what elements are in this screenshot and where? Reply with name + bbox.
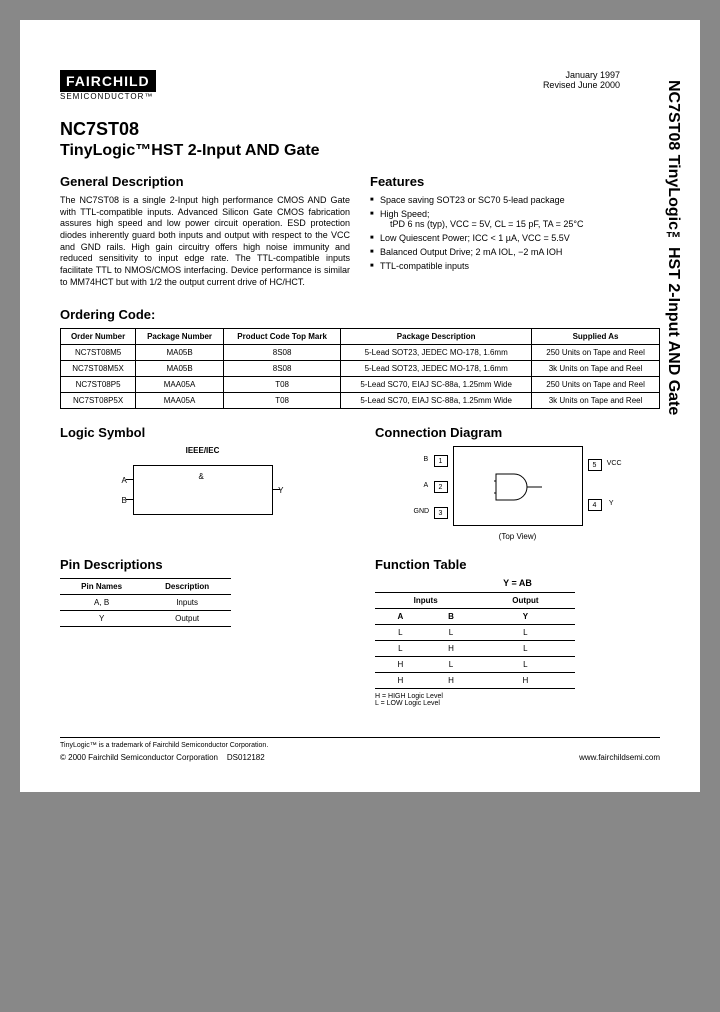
ordering-title: Ordering Code: bbox=[60, 307, 660, 322]
function-table-section: Function Table Y = AB InputsOutput ABY L… bbox=[375, 557, 660, 707]
pin: 5 bbox=[588, 459, 602, 471]
docid: DS012182 bbox=[227, 753, 265, 762]
gen-desc-text: The NC7ST08 is a single 2-Input high per… bbox=[60, 195, 350, 289]
connection-diagram-section: Connection Diagram 1 B 2 A 3 GND 5 VCC 4… bbox=[375, 425, 660, 541]
logo: FAIRCHILD SEMICONDUCTOR™ bbox=[60, 70, 156, 101]
pindesc-title: Pin Descriptions bbox=[60, 557, 345, 572]
date-revised: Revised June 2000 bbox=[543, 80, 620, 90]
logic-symbol-section: Logic Symbol IEEE/IEC A B & Y bbox=[60, 425, 345, 541]
side-title: NC7ST08 TinyLogic™HST 2-Input AND Gate bbox=[664, 80, 682, 415]
conn-title: Connection Diagram bbox=[375, 425, 660, 440]
gen-desc-title: General Description bbox=[60, 174, 350, 189]
logic-title: Logic Symbol bbox=[60, 425, 345, 440]
connection-diagram: 1 B 2 A 3 GND 5 VCC 4 Y bbox=[453, 446, 583, 526]
logo-main: FAIRCHILD bbox=[60, 70, 156, 92]
features-col: Features Space saving SOT23 or SC70 5-le… bbox=[370, 174, 660, 289]
url: www.fairchildsemi.com bbox=[579, 753, 660, 762]
page-subtitle: TinyLogic™HST 2-Input AND Gate bbox=[60, 142, 660, 160]
ordering-table: Order Number Package Number Product Code… bbox=[60, 328, 660, 409]
features-list: Space saving SOT23 or SC70 5-lead packag… bbox=[370, 195, 660, 271]
diagram-row: Logic Symbol IEEE/IEC A B & Y Connection… bbox=[60, 425, 660, 541]
th: Supplied As bbox=[532, 328, 660, 344]
logo-sub: SEMICONDUCTOR™ bbox=[60, 92, 156, 101]
th: Package Description bbox=[341, 328, 532, 344]
description-columns: General Description The NC7ST08 is a sin… bbox=[60, 174, 660, 289]
function-table: InputsOutput ABY LLLLHLHLLHHH bbox=[375, 592, 575, 689]
th: Product Code Top Mark bbox=[223, 328, 340, 344]
legend: H = HIGH Logic Level L = LOW Logic Level bbox=[375, 693, 660, 707]
pin: 2 bbox=[434, 481, 448, 493]
feature-item: TTL-compatible inputs bbox=[370, 261, 660, 271]
pin: 1 bbox=[434, 455, 448, 467]
and-gate-icon bbox=[494, 472, 544, 502]
feature-item: Space saving SOT23 or SC70 5-lead packag… bbox=[370, 195, 660, 205]
date-issued: January 1997 bbox=[543, 70, 620, 80]
pin: 3 bbox=[434, 507, 448, 519]
th: Package Number bbox=[136, 328, 224, 344]
func-equation: Y = AB bbox=[375, 578, 660, 588]
dates: January 1997 Revised June 2000 bbox=[543, 70, 620, 90]
footer: © 2000 Fairchild Semiconductor Corporati… bbox=[60, 753, 660, 762]
logic-pin-y: Y bbox=[278, 486, 283, 495]
logic-pin-a: A bbox=[122, 476, 127, 485]
func-title: Function Table bbox=[375, 557, 660, 572]
part-number: NC7ST08 bbox=[60, 119, 660, 140]
feature-item: Low Quiescent Power; ICC < 1 µA, VCC = 5… bbox=[370, 233, 660, 243]
header: FAIRCHILD SEMICONDUCTOR™ January 1997 Re… bbox=[60, 70, 660, 101]
datasheet-page: NC7ST08 TinyLogic™HST 2-Input AND Gate F… bbox=[20, 20, 700, 792]
th: Order Number bbox=[61, 328, 136, 344]
feature-item: High Speed;tPD 6 ns (typ), VCC = 5V, CL … bbox=[370, 209, 660, 229]
trademark-note: TinyLogic™ is a trademark of Fairchild S… bbox=[60, 737, 660, 749]
feature-item: Balanced Output Drive; 2 mA IOL, −2 mA I… bbox=[370, 247, 660, 257]
features-title: Features bbox=[370, 174, 660, 189]
topview-label: (Top View) bbox=[375, 532, 660, 541]
ieee-label: IEEE/IEC bbox=[60, 446, 345, 455]
pin: 4 bbox=[588, 499, 602, 511]
general-description-col: General Description The NC7ST08 is a sin… bbox=[60, 174, 350, 289]
tables-row: Pin Descriptions Pin NamesDescription A,… bbox=[60, 557, 660, 707]
logic-amp: & bbox=[199, 472, 204, 481]
pin-table: Pin NamesDescription A, BInputs YOutput bbox=[60, 578, 231, 627]
logic-symbol: A B & Y bbox=[133, 465, 273, 515]
copyright: © 2000 Fairchild Semiconductor Corporati… bbox=[60, 753, 218, 762]
pin-desc-section: Pin Descriptions Pin NamesDescription A,… bbox=[60, 557, 345, 707]
logic-pin-b: B bbox=[122, 496, 127, 505]
